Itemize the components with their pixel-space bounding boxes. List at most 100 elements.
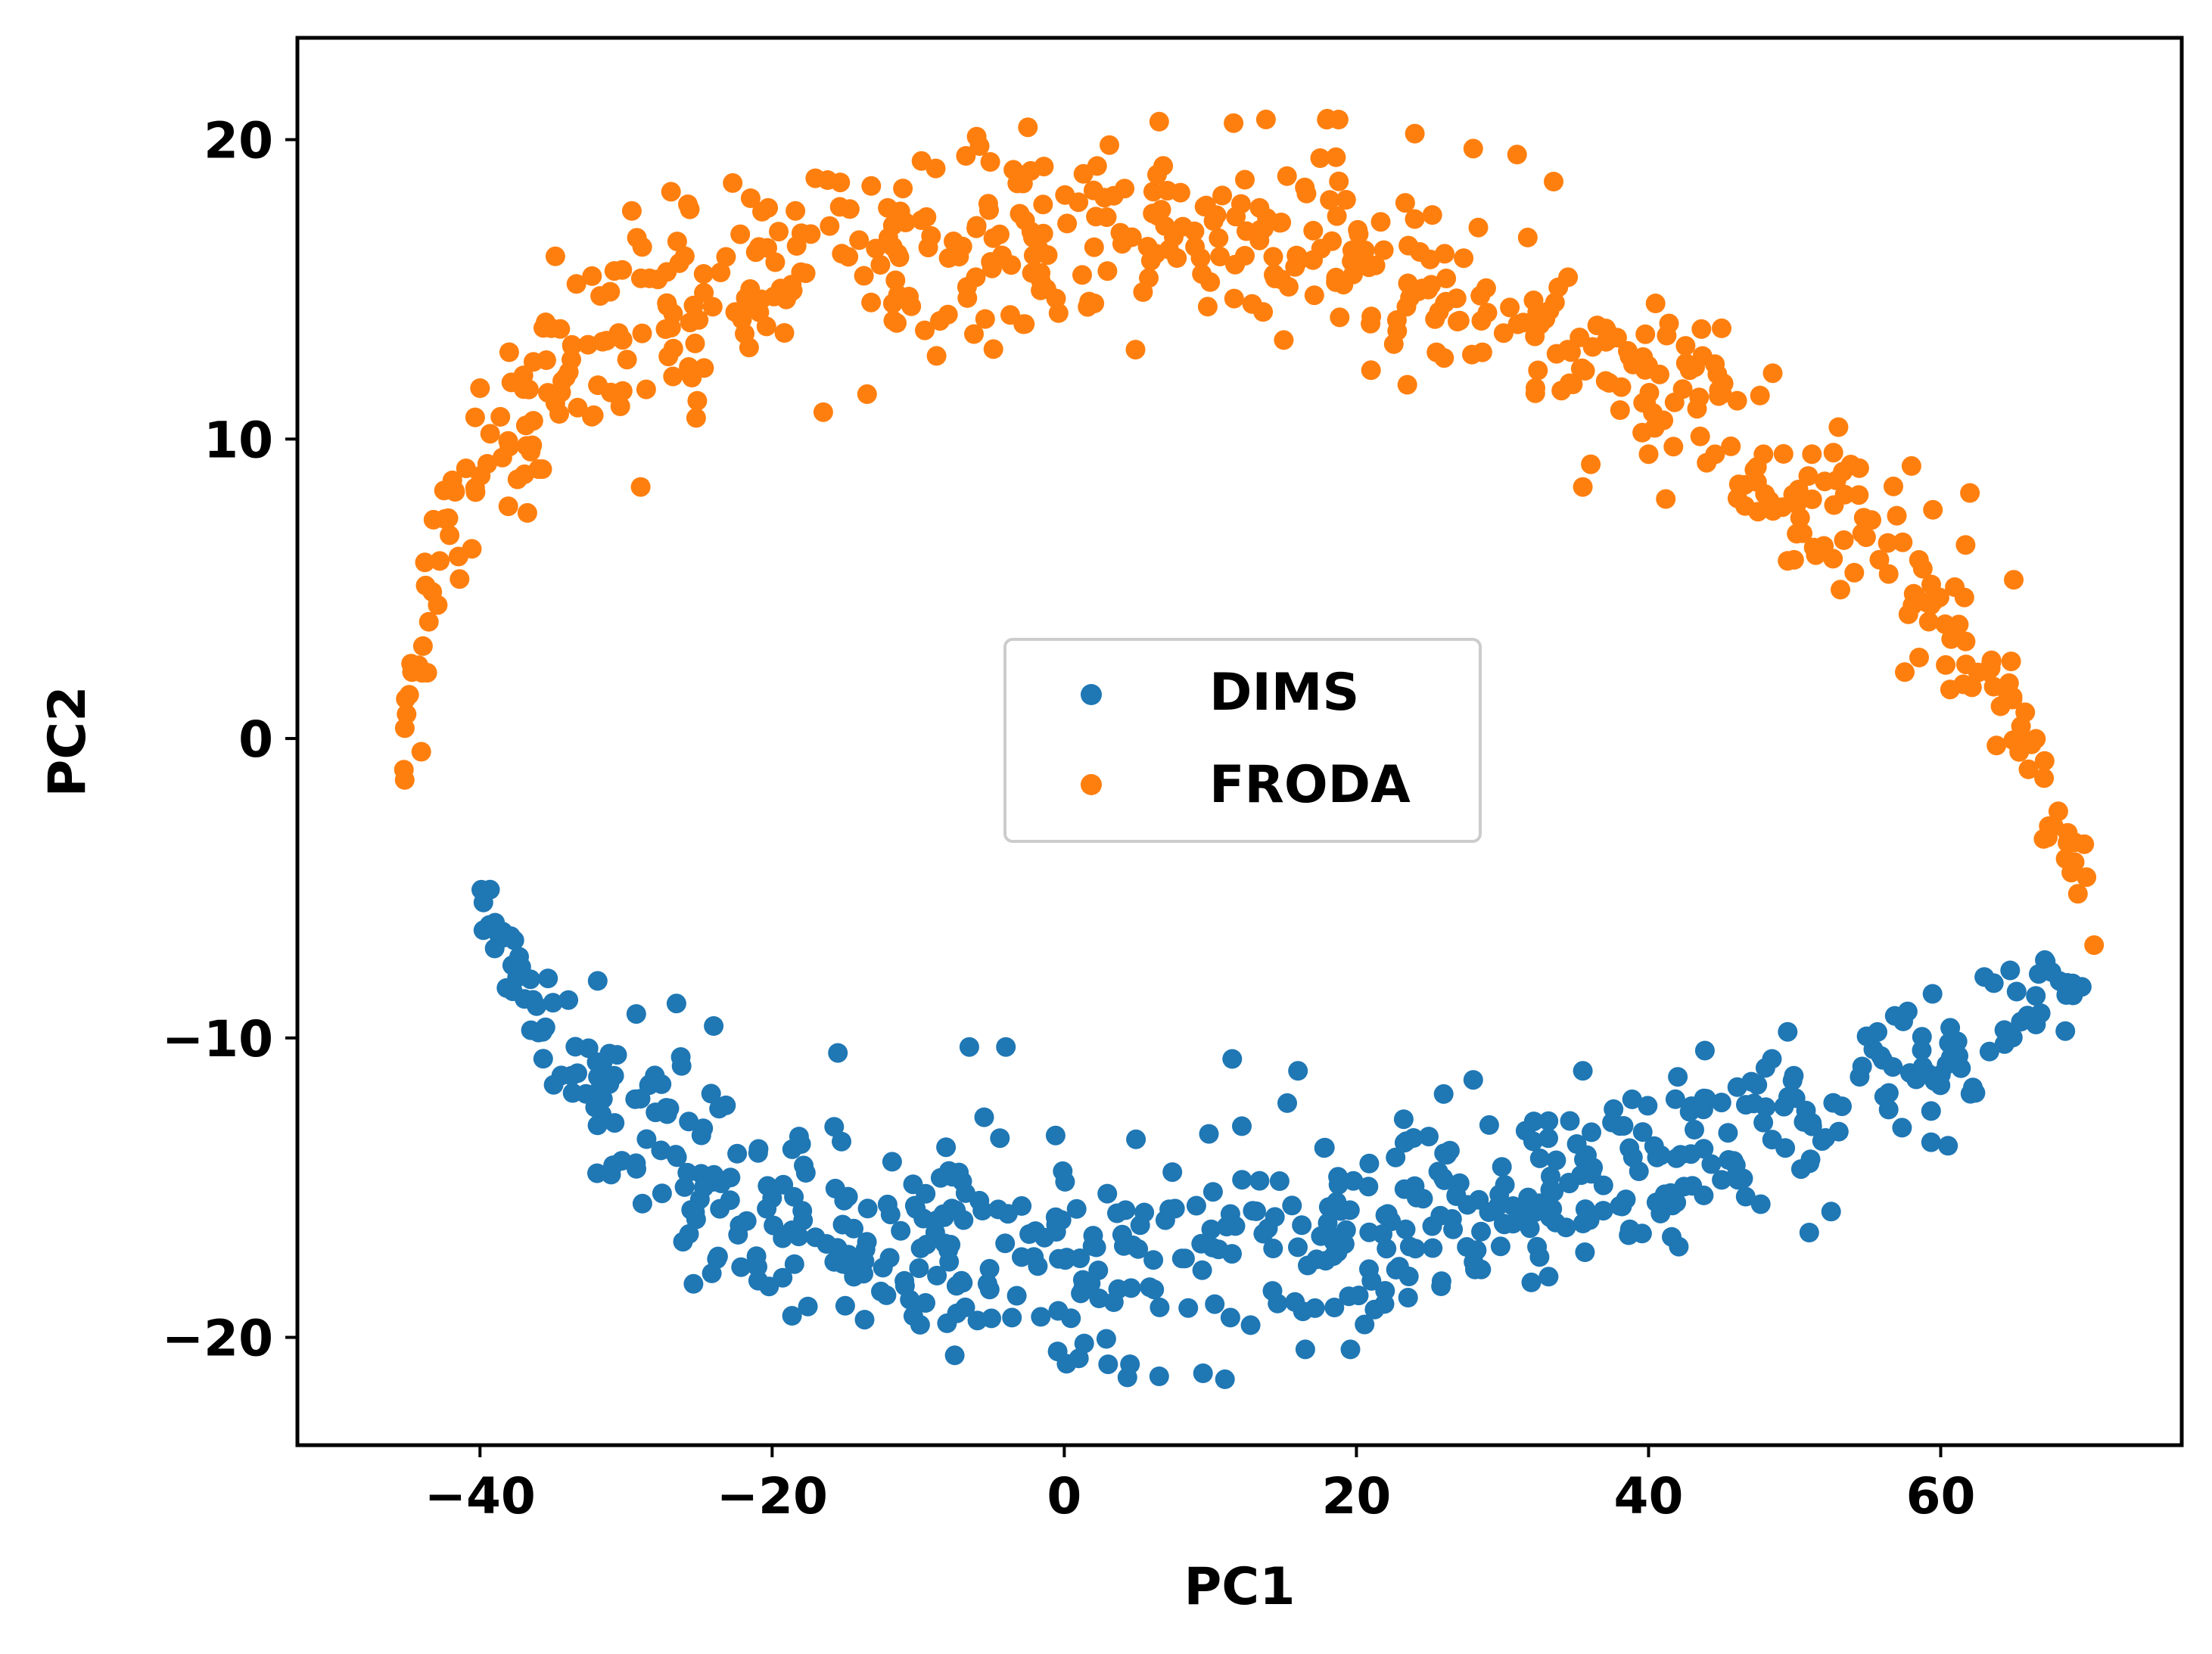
dims-point bbox=[1216, 1217, 1237, 1237]
froda-point bbox=[562, 336, 582, 356]
dims-point bbox=[1045, 1125, 1066, 1146]
dims-point bbox=[1856, 1026, 1877, 1046]
froda-point bbox=[980, 152, 1000, 172]
dims-point bbox=[857, 1199, 878, 1219]
dims-point bbox=[1220, 1307, 1240, 1328]
froda-point bbox=[1304, 285, 1324, 306]
dims-point bbox=[1262, 1281, 1283, 1301]
froda-point bbox=[1426, 342, 1447, 362]
froda-point bbox=[2034, 768, 2055, 788]
dims-point bbox=[1446, 1185, 1467, 1205]
dims-point bbox=[1393, 1109, 1414, 1130]
froda-point bbox=[661, 182, 681, 202]
dims-point bbox=[1711, 1093, 1731, 1113]
froda-point bbox=[1990, 696, 2011, 717]
series-froda bbox=[394, 108, 2105, 956]
froda-point bbox=[1286, 245, 1307, 266]
froda-point bbox=[882, 237, 903, 256]
dims-point bbox=[1327, 1242, 1348, 1263]
dims-point bbox=[731, 1257, 751, 1277]
dims-point bbox=[1088, 1261, 1109, 1280]
froda-point bbox=[1960, 483, 1980, 503]
dims-point bbox=[533, 1049, 553, 1069]
froda-point bbox=[1358, 257, 1379, 278]
froda-point bbox=[470, 378, 490, 398]
froda-point bbox=[1525, 326, 1545, 347]
froda-point bbox=[1084, 294, 1105, 313]
dims-point bbox=[1405, 1176, 1425, 1196]
froda-point bbox=[1057, 213, 1078, 234]
plot-area-frame bbox=[295, 36, 2184, 1447]
froda-point bbox=[2038, 827, 2058, 847]
dims-point bbox=[944, 1345, 965, 1366]
dims-point bbox=[1343, 1171, 1364, 1191]
froda-point bbox=[679, 357, 699, 377]
dims-point bbox=[1193, 1363, 1213, 1383]
dims-point bbox=[930, 1167, 950, 1188]
dims-point bbox=[935, 1233, 955, 1254]
dims-point bbox=[1028, 1256, 1048, 1276]
froda-point bbox=[1852, 523, 1872, 543]
froda-point bbox=[1638, 356, 1658, 375]
froda-point bbox=[758, 238, 777, 258]
dims-point bbox=[1681, 1144, 1701, 1164]
dims-point bbox=[1823, 1093, 1843, 1113]
dims-point bbox=[746, 1246, 767, 1267]
froda-point bbox=[1303, 250, 1323, 270]
dims-point bbox=[1359, 1222, 1380, 1242]
froda-point bbox=[1834, 484, 1855, 505]
froda-point bbox=[1410, 242, 1430, 262]
froda-point bbox=[1878, 564, 1899, 584]
dims-point bbox=[585, 1097, 605, 1118]
dims-point bbox=[1762, 1130, 1782, 1150]
froda-point bbox=[685, 333, 705, 353]
dims-point bbox=[1186, 1195, 1206, 1216]
x-axis: −40 −20 0 20 40 60 bbox=[425, 1445, 1975, 1525]
froda-point bbox=[1802, 444, 1822, 465]
dims-point bbox=[1295, 1339, 1315, 1360]
froda-point bbox=[448, 546, 468, 567]
froda-point bbox=[1212, 185, 1233, 206]
dims-point bbox=[1733, 1168, 1753, 1189]
froda-point bbox=[1422, 205, 1442, 225]
froda-point bbox=[1672, 379, 1693, 400]
froda-point bbox=[769, 222, 789, 242]
froda-point bbox=[861, 176, 882, 196]
froda-point bbox=[702, 297, 723, 317]
froda-point bbox=[1476, 278, 1496, 298]
dims-point bbox=[1314, 1137, 1335, 1158]
dims-point bbox=[1439, 1140, 1460, 1161]
dims-point bbox=[1324, 1298, 1345, 1317]
froda-point bbox=[1097, 207, 1117, 227]
froda-point bbox=[1097, 261, 1118, 281]
dims-point bbox=[1340, 1339, 1361, 1360]
dims-point bbox=[1503, 1196, 1523, 1216]
dims-point bbox=[1285, 1292, 1305, 1312]
froda-point bbox=[723, 173, 743, 193]
froda-point bbox=[1921, 574, 1941, 595]
dims-point bbox=[1529, 1148, 1550, 1168]
dims-point bbox=[835, 1295, 855, 1316]
froda-point bbox=[465, 477, 485, 498]
dims-point bbox=[955, 1297, 975, 1317]
froda-point bbox=[2048, 801, 2068, 822]
froda-point bbox=[515, 464, 535, 484]
dims-point bbox=[1613, 1116, 1634, 1136]
froda-point bbox=[1472, 342, 1492, 362]
dims-point bbox=[1694, 1040, 1715, 1061]
dims-point bbox=[1394, 1133, 1414, 1153]
dims-point bbox=[1069, 1348, 1089, 1369]
froda-point bbox=[669, 253, 689, 273]
dims-point bbox=[1328, 1174, 1349, 1195]
froda-point bbox=[655, 319, 676, 339]
dims-point bbox=[691, 1125, 711, 1146]
dims-point bbox=[2002, 1028, 2023, 1048]
dims-point bbox=[604, 1065, 624, 1086]
froda-point bbox=[1400, 288, 1420, 308]
dims-point bbox=[838, 1186, 858, 1207]
dims-point bbox=[1098, 1354, 1118, 1375]
froda-point bbox=[1405, 209, 1425, 229]
froda-point bbox=[1762, 363, 1783, 384]
froda-point bbox=[667, 232, 687, 252]
